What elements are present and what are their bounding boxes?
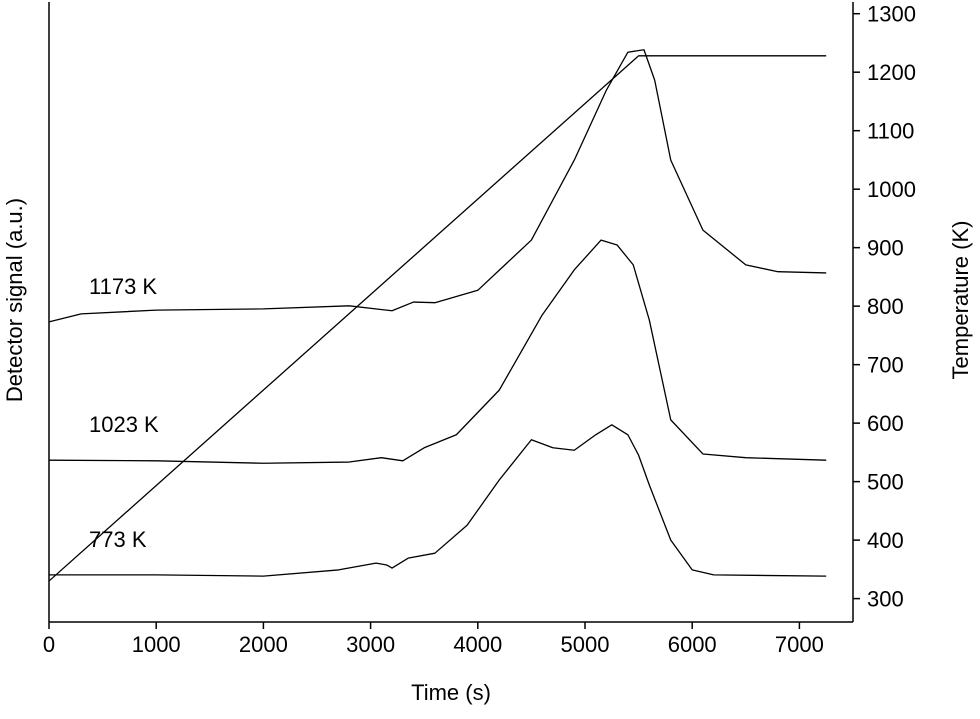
y2-tick-label: 500 [867,470,904,495]
series-label: 1023 K [89,412,159,437]
x-tick-label: 1000 [132,632,181,657]
y2-tick-label: 600 [867,411,904,436]
series-label: 773 K [89,527,147,552]
x-tick-label: 7000 [775,632,824,657]
y2-tick-label: 1000 [867,177,916,202]
series-line [49,424,827,577]
y2-tick-label: 800 [867,294,904,319]
x-tick-label: 6000 [668,632,717,657]
series-label: 1173 K [89,274,157,299]
x-tick-label: 5000 [561,632,610,657]
y2-tick-label: 1300 [867,2,916,27]
series-line [48,55,827,582]
y2-tick-label: 700 [867,353,904,378]
x-tick-label: 2000 [239,632,288,657]
series-line [48,239,827,464]
y2-tick-label: 900 [867,236,904,261]
y2-axis-label: Temperature (K) [948,221,973,380]
y-axis-label: Detector signal (a.u.) [2,198,27,402]
y2-tick-label: 1200 [867,60,916,85]
x-tick-label: 3000 [346,632,395,657]
x-tick-label: 4000 [453,632,502,657]
y2-tick-label: 400 [867,528,904,553]
y2-tick-label: 300 [867,587,904,612]
x-axis-label: Time (s) [411,680,491,705]
x-tick-label: 0 [43,632,55,657]
series-line [48,49,827,323]
y2-tick-label: 1100 [867,119,914,144]
